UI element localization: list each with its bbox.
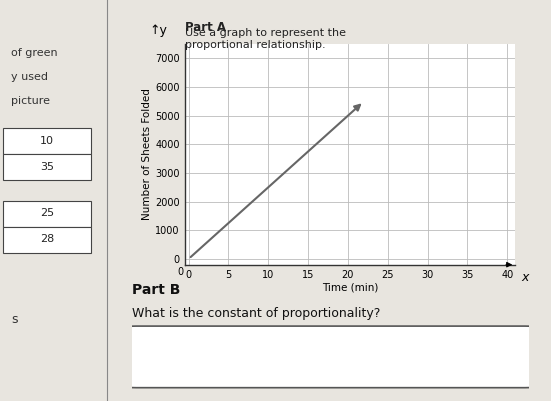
Text: picture: picture — [11, 96, 50, 106]
Text: of green: of green — [11, 48, 58, 58]
Y-axis label: Number of Sheets Folded: Number of Sheets Folded — [142, 89, 152, 220]
Text: Use a graph to represent the
proportional relationship.: Use a graph to represent the proportiona… — [185, 28, 345, 50]
Text: 28: 28 — [40, 235, 54, 244]
FancyBboxPatch shape — [125, 326, 537, 388]
Text: y used: y used — [11, 72, 48, 82]
Text: 0: 0 — [177, 267, 183, 277]
Text: 35: 35 — [40, 162, 54, 172]
Text: 25: 25 — [40, 209, 54, 218]
X-axis label: Time (min): Time (min) — [322, 282, 378, 292]
Text: 10: 10 — [40, 136, 54, 146]
Text: Part A: Part A — [185, 21, 225, 34]
Text: x: x — [522, 271, 529, 284]
Text: ↑y: ↑y — [149, 24, 167, 37]
Text: Part B: Part B — [132, 283, 181, 297]
Text: s: s — [11, 313, 18, 326]
Text: What is the constant of proportionality?: What is the constant of proportionality? — [132, 307, 381, 320]
